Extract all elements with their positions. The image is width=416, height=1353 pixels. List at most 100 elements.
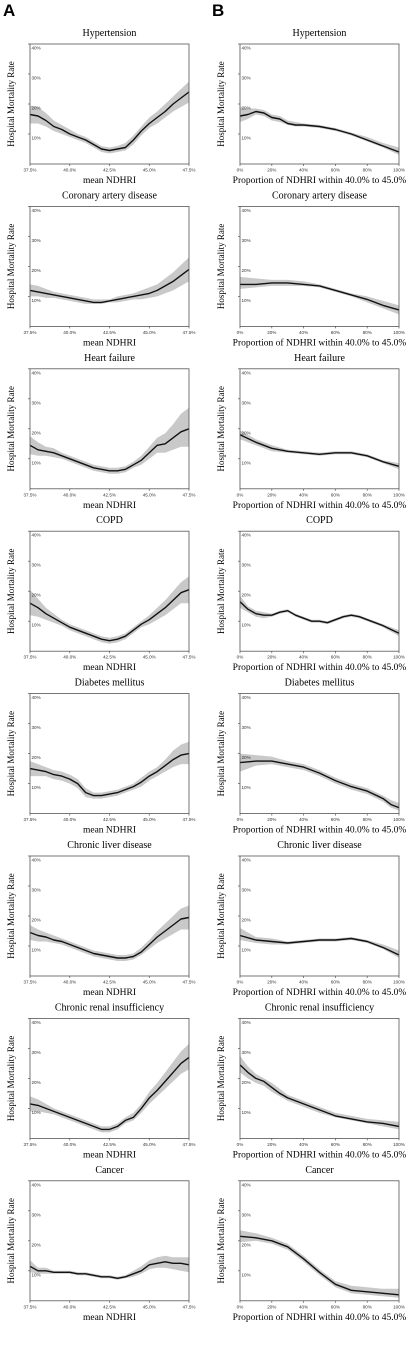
x-tick-label: 60% [331, 980, 340, 985]
x-axis-label: mean NDHRI [83, 501, 136, 511]
y-tick-label: 20% [32, 1080, 41, 1085]
chart-title: Cancer [305, 1165, 334, 1176]
x-tick-label: 40.0% [63, 1304, 76, 1309]
y-axis-label: Hospital Mortality Rate [216, 1198, 226, 1284]
x-tick-label: 80% [363, 330, 372, 335]
chart-16-cancer: 10% 20% 30% 40% 0% 20% 40% 60% 80% 100% Cancer Prop… [216, 1165, 406, 1323]
x-tick-label: 47.5% [182, 1304, 195, 1309]
x-tick-label: 20% [267, 330, 276, 335]
plot-frame [29, 205, 190, 327]
series-line [239, 601, 400, 634]
y-tick-label: 40% [242, 695, 251, 700]
y-axis-label: Hospital Mortality Rate [6, 548, 16, 634]
x-tick-label: 37.5% [23, 168, 36, 173]
confidence-band [240, 753, 399, 811]
x-axis-label: mean NDHRI [83, 176, 136, 186]
y-axis-label: Hospital Mortality Rate [6, 61, 16, 147]
x-tick-label: 42.5% [103, 817, 116, 822]
x-tick-label: 80% [363, 980, 372, 985]
x-tick-label: 45.0% [143, 330, 156, 335]
x-axis-label: Proportion of NDHRI within 40.0% to 45.0… [233, 987, 407, 998]
plot-frame [239, 368, 400, 490]
y-tick-label: 10% [242, 623, 251, 628]
y-tick-label: 40% [32, 1182, 41, 1187]
x-tick-label: 42.5% [103, 168, 116, 173]
x-tick-label: 100% [393, 817, 405, 822]
y-tick-label: 40% [32, 695, 41, 700]
chart-14-chronic-renal-insufficiency: 10% 20% 30% 40% 0% 20% 40% 60% 80% 100% Chronic re… [216, 1002, 406, 1160]
y-axis-label: Hospital Mortality Rate [216, 873, 226, 959]
y-tick-label: 40% [32, 858, 41, 863]
confidence-band [30, 1043, 189, 1133]
y-axis-label: Hospital Mortality Rate [216, 548, 226, 634]
y-tick-label: 40% [242, 46, 251, 51]
chart-1-hypertension: 10% 20% 30% 40% 37.5% 40.0% 42.5% 45.0% 47.5% Hyp… [6, 28, 196, 186]
x-tick-label: 37.5% [23, 492, 36, 497]
chart-11-chronic-liver-disease: 10% 20% 30% 40% 37.5% 40.0% 42.5% 45.0% 47.5% Chr… [6, 840, 196, 998]
confidence-band [240, 430, 399, 470]
x-axis-label: mean NDHRI [83, 1150, 136, 1160]
x-tick-label: 20% [267, 1142, 276, 1147]
x-tick-label: 45.0% [143, 168, 156, 173]
y-tick-label: 20% [32, 755, 41, 760]
x-axis-label: Proportion of NDHRI within 40.0% to 45.0… [233, 337, 407, 348]
plot-frame [239, 530, 400, 652]
x-tick-label: 0% [237, 492, 244, 497]
series-line [239, 1235, 400, 1296]
panel-letter-b: B [212, 1, 225, 20]
y-tick-label: 10% [242, 1272, 251, 1277]
y-tick-label: 10% [242, 460, 251, 465]
x-tick-label: 60% [331, 168, 340, 173]
x-axis-label: Proportion of NDHRI within 40.0% to 45.0… [233, 825, 407, 836]
x-tick-label: 80% [363, 817, 372, 822]
panel-letter-a: A [3, 1, 16, 20]
y-tick-label: 30% [242, 1050, 251, 1055]
chart-title: Chronic liver disease [277, 840, 362, 851]
x-tick-label: 20% [267, 168, 276, 173]
chart-6-heart-failure: 10% 20% 30% 40% 0% 20% 40% 60% 80% 100% Heart fail… [216, 353, 406, 511]
series-line [29, 916, 190, 959]
x-tick-label: 20% [267, 492, 276, 497]
y-tick-label: 20% [242, 1080, 251, 1085]
x-tick-label: 40% [299, 980, 308, 985]
y-tick-label: 40% [242, 858, 251, 863]
x-axis-label: Proportion of NDHRI within 40.0% to 45.0… [233, 1312, 407, 1323]
y-tick-label: 30% [32, 238, 41, 243]
x-axis-label: mean NDHRI [83, 338, 136, 348]
y-tick-label: 30% [32, 888, 41, 893]
y-tick-label: 10% [32, 623, 41, 628]
y-tick-label: 30% [242, 76, 251, 81]
confidence-band [30, 1255, 189, 1280]
y-tick-label: 40% [242, 370, 251, 375]
x-tick-label: 80% [363, 655, 372, 660]
y-tick-label: 10% [242, 298, 251, 303]
x-axis-label: mean NDHRI [83, 1313, 136, 1323]
x-tick-label: 45.0% [143, 1304, 156, 1309]
x-tick-label: 45.0% [143, 655, 156, 660]
x-axis-label: Proportion of NDHRI within 40.0% to 45.0… [233, 662, 407, 673]
y-axis-label: Hospital Mortality Rate [6, 1198, 16, 1284]
plot-frame [29, 1180, 190, 1302]
x-tick-label: 100% [393, 980, 405, 985]
y-tick-label: 10% [32, 136, 41, 141]
x-tick-label: 60% [331, 492, 340, 497]
y-tick-label: 30% [32, 1212, 41, 1217]
confidence-band [30, 576, 189, 644]
chart-8-copd: 10% 20% 30% 40% 0% 20% 40% 60% 80% 100% COPD Propor… [216, 515, 406, 673]
series-line [239, 110, 400, 153]
chart-title: Chronic renal insufficiency [55, 1002, 164, 1013]
y-tick-label: 10% [32, 948, 41, 953]
x-tick-label: 100% [393, 330, 405, 335]
x-tick-label: 42.5% [103, 1142, 116, 1147]
y-tick-label: 10% [32, 460, 41, 465]
chart-13-chronic-renal-insufficiency: 10% 20% 30% 40% 37.5% 40.0% 42.5% 45.0% 47.5% Chr… [6, 1002, 196, 1160]
y-tick-label: 10% [32, 1110, 41, 1115]
x-tick-label: 40.0% [63, 655, 76, 660]
y-tick-label: 20% [242, 755, 251, 760]
series-line [29, 589, 190, 642]
x-tick-label: 40% [299, 1142, 308, 1147]
chart-title: Coronary artery disease [62, 190, 158, 201]
y-tick-label: 30% [242, 563, 251, 568]
y-axis-label: Hospital Mortality Rate [216, 61, 226, 147]
